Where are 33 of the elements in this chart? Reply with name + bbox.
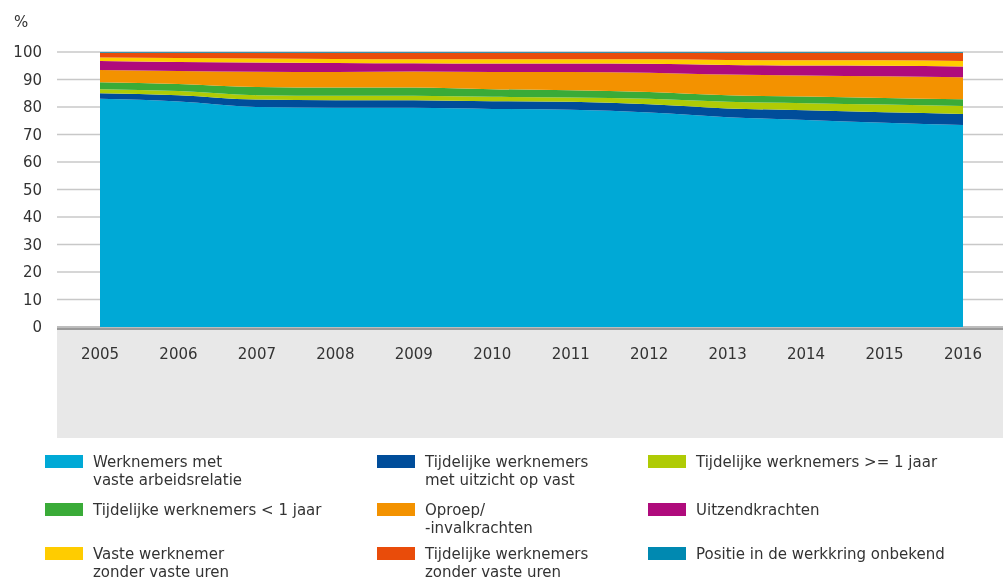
legend-label: Tijdelijke werknemers >= 1 jaar	[695, 453, 938, 471]
x-tick-label: 2006	[159, 345, 198, 363]
legend-label: Positie in de werkkring onbekend	[696, 545, 945, 563]
x-tick-label: 2011	[551, 345, 590, 363]
y-tick-label: 0	[32, 318, 42, 337]
x-tick-label: 2010	[473, 345, 512, 363]
x-tick-label: 2009	[394, 345, 433, 363]
y-tick-label: 50	[22, 180, 42, 199]
legend-label: Uitzendkrachten	[696, 501, 820, 519]
x-tick-label: 2008	[316, 345, 355, 363]
y-axis-title: %	[14, 13, 29, 31]
y-tick-label: 30	[22, 235, 42, 254]
y-tick-label: 40	[22, 208, 42, 227]
y-tick-label: 20	[22, 263, 42, 282]
x-tick-label: 2007	[237, 345, 276, 363]
y-tick-label: 100	[13, 43, 42, 62]
x-tick-label: 2014	[787, 345, 826, 363]
y-tick-label: 80	[22, 98, 42, 117]
x-tick-label: 2015	[865, 345, 904, 363]
legend-label: Werknemers met vaste arbeidsrelatie	[93, 453, 243, 489]
legend-label: Oproep/ -invalkrachten	[425, 501, 533, 537]
y-tick-label: 70	[22, 125, 42, 144]
x-tick-label: 2016	[943, 345, 983, 363]
y-tick-label: 10	[22, 290, 42, 309]
x-tick-label: 2005	[80, 345, 120, 363]
legend-label: Tijdelijke werknemers zonder vaste uren	[424, 545, 589, 581]
legend-label: Tijdelijke werknemers met uitzicht op vast	[424, 453, 589, 489]
legend-label: Vaste werknemer zonder vaste uren	[93, 545, 230, 581]
y-tick-label: 60	[22, 153, 42, 172]
x-tick-label: 2012	[630, 345, 669, 363]
x-tick-label: 2013	[708, 345, 747, 363]
legend-label: Tijdelijke werknemers < 1 jaar	[92, 501, 323, 519]
y-tick-label: 90	[22, 70, 42, 89]
